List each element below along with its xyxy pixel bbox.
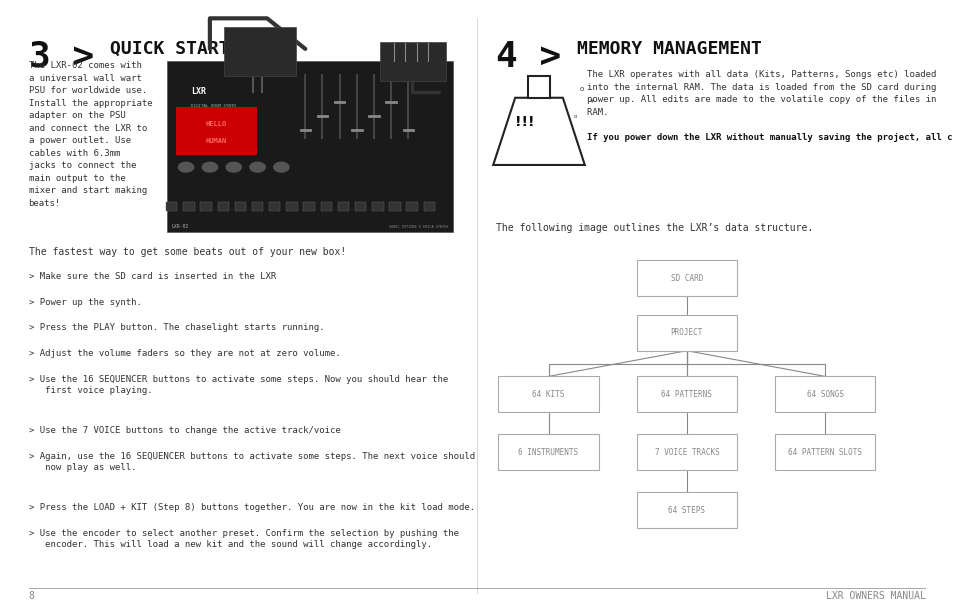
Text: !!!: !!! bbox=[515, 115, 534, 129]
Text: > Power up the synth.: > Power up the synth. bbox=[29, 298, 141, 307]
Circle shape bbox=[202, 163, 217, 172]
Bar bbox=[389, 202, 400, 211]
Text: > Use the 7 VOICE buttons to change the active track/voice: > Use the 7 VOICE buttons to change the … bbox=[29, 426, 340, 435]
Text: The following image outlines the LXR’s data structure.: The following image outlines the LXR’s d… bbox=[496, 223, 813, 233]
Text: 64 PATTERNS: 64 PATTERNS bbox=[660, 390, 712, 398]
Text: 7 VOICE TRACKS: 7 VOICE TRACKS bbox=[654, 448, 719, 456]
FancyBboxPatch shape bbox=[224, 27, 295, 76]
FancyBboxPatch shape bbox=[497, 376, 598, 412]
Bar bbox=[372, 202, 383, 211]
Bar bbox=[269, 202, 280, 211]
Bar bbox=[166, 202, 177, 211]
Text: > Press the LOAD + KIT (Step 8) buttons together. You are now in the kit load mo: > Press the LOAD + KIT (Step 8) buttons … bbox=[29, 503, 475, 512]
Text: o: o bbox=[579, 86, 583, 92]
FancyBboxPatch shape bbox=[774, 434, 874, 470]
Bar bbox=[234, 202, 246, 211]
Text: 64 KITS: 64 KITS bbox=[532, 390, 564, 398]
FancyBboxPatch shape bbox=[774, 376, 874, 412]
FancyBboxPatch shape bbox=[637, 376, 736, 412]
Text: 64 STEPS: 64 STEPS bbox=[668, 506, 704, 514]
Circle shape bbox=[250, 163, 265, 172]
Bar bbox=[183, 202, 194, 211]
Circle shape bbox=[274, 163, 289, 172]
Text: 64 SONGS: 64 SONGS bbox=[806, 390, 842, 398]
Text: SD CARD: SD CARD bbox=[670, 274, 702, 282]
Text: LXR: LXR bbox=[191, 87, 206, 97]
Text: 4 >: 4 > bbox=[496, 40, 560, 74]
Bar bbox=[200, 202, 212, 211]
Bar bbox=[286, 202, 297, 211]
Text: DIGITAL DRUM SYNTH: DIGITAL DRUM SYNTH bbox=[191, 104, 235, 108]
Text: > Use the encoder to select another preset. Confirm the selection by pushing the: > Use the encoder to select another pres… bbox=[29, 529, 458, 549]
Text: > Make sure the SD card is inserted in the LXR: > Make sure the SD card is inserted in t… bbox=[29, 272, 275, 281]
Bar bbox=[423, 202, 435, 211]
Text: o: o bbox=[573, 114, 577, 119]
Text: > Adjust the volume faders so they are not at zero volume.: > Adjust the volume faders so they are n… bbox=[29, 349, 340, 358]
Text: QUICK START: QUICK START bbox=[110, 40, 229, 57]
Text: *: * bbox=[589, 100, 593, 108]
Bar bbox=[217, 202, 229, 211]
Bar bbox=[527, 76, 550, 98]
Bar bbox=[337, 202, 349, 211]
Text: HELLO: HELLO bbox=[206, 121, 227, 127]
FancyBboxPatch shape bbox=[379, 42, 445, 81]
FancyBboxPatch shape bbox=[167, 61, 453, 232]
Text: PROJECT: PROJECT bbox=[670, 329, 702, 337]
Text: LXR OWNERS MANUAL: LXR OWNERS MANUAL bbox=[824, 591, 924, 601]
FancyBboxPatch shape bbox=[637, 315, 736, 351]
Bar bbox=[406, 202, 417, 211]
Text: > Use the 16 SEQUENCER buttons to activate some steps. Now you should hear the
 : > Use the 16 SEQUENCER buttons to activa… bbox=[29, 375, 447, 395]
Bar bbox=[303, 202, 314, 211]
Text: SONIC POTIONS X ERICA SYNTHS: SONIC POTIONS X ERICA SYNTHS bbox=[389, 225, 448, 229]
Polygon shape bbox=[493, 98, 584, 165]
Bar bbox=[355, 202, 366, 211]
Text: > Again, use the 16 SEQUENCER buttons to activate some steps. The next voice sho: > Again, use the 16 SEQUENCER buttons to… bbox=[29, 452, 475, 472]
Text: > Press the PLAY button. The chaselight starts running.: > Press the PLAY button. The chaselight … bbox=[29, 323, 324, 332]
FancyBboxPatch shape bbox=[637, 492, 736, 528]
Text: The fastest way to get some beats out of your new box!: The fastest way to get some beats out of… bbox=[29, 247, 346, 257]
Text: If you power down the LXR without manually saving the project, all changes will : If you power down the LXR without manual… bbox=[586, 133, 953, 142]
Text: 6 INSTRUMENTS: 6 INSTRUMENTS bbox=[517, 448, 578, 456]
Text: The LXR-02 comes with
a universal wall wart
PSU for worldwide use.
Install the a: The LXR-02 comes with a universal wall w… bbox=[29, 61, 152, 208]
FancyBboxPatch shape bbox=[637, 260, 736, 296]
FancyBboxPatch shape bbox=[176, 108, 256, 155]
Text: 8: 8 bbox=[29, 591, 34, 601]
Text: 64 PATTERN SLOTS: 64 PATTERN SLOTS bbox=[787, 448, 862, 456]
Text: LXR-02: LXR-02 bbox=[172, 224, 189, 229]
Text: MEMORY MANAGEMENT: MEMORY MANAGEMENT bbox=[577, 40, 761, 57]
Text: HUMAN: HUMAN bbox=[206, 138, 227, 144]
Circle shape bbox=[178, 163, 193, 172]
Text: The LXR operates with all data (Kits, Patterns, Songs etc) loaded into the inter: The LXR operates with all data (Kits, Pa… bbox=[586, 70, 935, 117]
Bar bbox=[320, 202, 332, 211]
FancyBboxPatch shape bbox=[637, 434, 736, 470]
Text: 3 >: 3 > bbox=[29, 40, 93, 74]
Bar bbox=[252, 202, 263, 211]
Circle shape bbox=[226, 163, 241, 172]
FancyBboxPatch shape bbox=[497, 434, 598, 470]
